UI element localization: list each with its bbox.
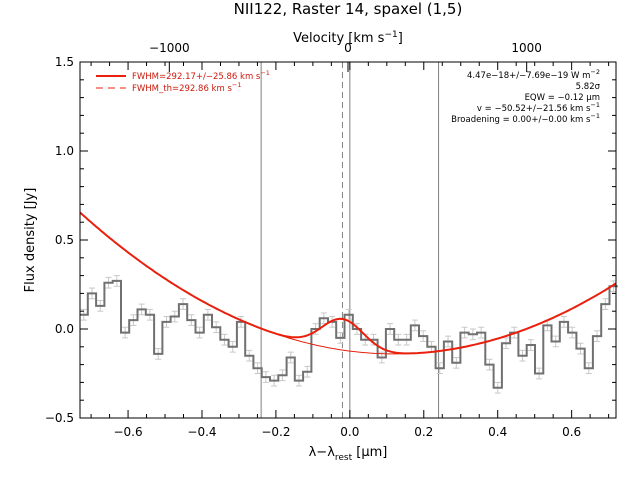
y-tick-label: 0.5 [55,233,74,247]
legend-fit-label: FWHM=292.17+/−25.86 km s−1 [132,69,270,82]
spectrum-histogram [79,279,618,389]
x-tick-label: −0.4 [187,425,216,439]
x-tick-label: 0.0 [340,425,359,439]
chart-title: NII122, Raster 14, spaxel (1,5) [234,0,463,18]
legend: FWHM=292.17+/−25.86 km s−1 FWHM_th=292.8… [96,69,270,94]
x-tick-label: −0.2 [261,425,290,439]
y-tick-label: 1.5 [55,55,74,69]
fit-annotation-3: v = −50.52+/−21.56 km s−1 [477,101,600,114]
y-tick-label: 0.0 [55,322,74,336]
x-tick-label: 0.4 [488,425,507,439]
x-tick-label: 0.6 [562,425,581,439]
fit-annotation-4: Broadening = 0.00+/−0.00 km s−1 [451,112,600,125]
fit-annotation-1: 5.82σ [576,82,601,92]
y-tick-label: −0.5 [45,411,74,425]
continuum-fit-line [79,212,617,355]
fit-annotation-2: EQW = −0.12 μm [525,93,600,103]
velocity-tick-label: 1000 [511,41,542,55]
top-axis-label: Velocity [km s−1] [293,30,403,46]
x-tick-label: −0.6 [113,425,142,439]
line-fit-curve [79,211,617,355]
velocity-tick-label: −1000 [149,41,190,55]
y-tick-label: 1.0 [55,144,74,158]
x-tick-label: 0.2 [414,425,433,439]
velocity-tick-label: 0 [344,41,352,55]
legend-theoretical-label: FWHM_th=292.86 km s−1 [132,81,241,94]
y-axis-label: Flux density [Jy] [23,188,38,293]
fit-annotation-0: 4.47e−18+/−7.69e−19 W m−2 [467,68,600,81]
x-axis-label: λ−λrest [μm] [309,445,388,463]
